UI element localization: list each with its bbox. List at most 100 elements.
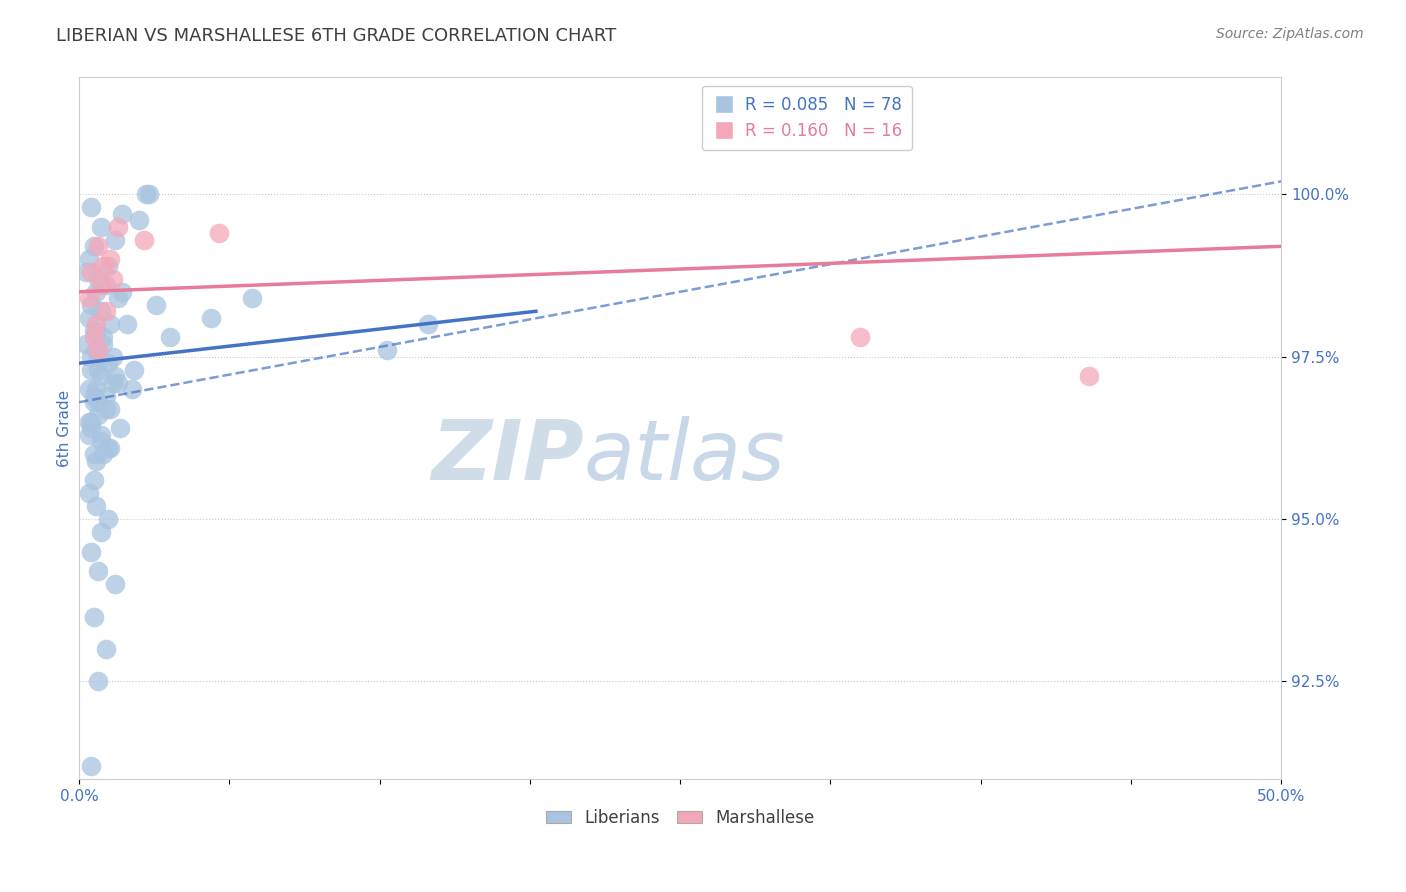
Point: [80, 759, 103, 773]
Point: [124, 362, 146, 376]
Point: [80, 265, 103, 279]
Point: [80, 544, 103, 558]
Point: [91, 330, 114, 344]
Point: [159, 330, 181, 344]
Point: [91, 336, 114, 351]
Point: [97, 259, 120, 273]
Point: [100, 441, 122, 455]
Point: [84, 499, 107, 513]
Point: [83, 330, 105, 344]
Point: [90, 525, 112, 540]
Point: [91, 259, 114, 273]
Point: [121, 382, 143, 396]
Point: [200, 310, 222, 325]
Point: [84, 318, 107, 332]
Point: [1077, 369, 1099, 384]
Point: [94, 389, 117, 403]
Point: [90, 304, 112, 318]
Point: [83, 239, 105, 253]
Point: [83, 609, 105, 624]
Point: [84, 382, 107, 396]
Point: [75, 265, 97, 279]
Point: [94, 642, 117, 657]
Text: Source: ZipAtlas.com: Source: ZipAtlas.com: [1216, 27, 1364, 41]
Point: [80, 350, 103, 364]
Point: [75, 336, 97, 351]
Point: [87, 343, 110, 358]
Point: [87, 674, 110, 689]
Point: [80, 362, 103, 376]
Point: [90, 434, 112, 449]
Point: [77, 291, 100, 305]
Point: [84, 324, 107, 338]
Point: [77, 427, 100, 442]
Point: [87, 362, 110, 376]
Point: [104, 577, 127, 591]
Point: [100, 318, 122, 332]
Point: [94, 304, 117, 318]
Point: [101, 376, 124, 390]
Point: [87, 272, 110, 286]
Point: [84, 285, 107, 299]
Point: [97, 441, 120, 455]
Point: [111, 207, 134, 221]
Text: ZIP: ZIP: [432, 416, 583, 497]
Point: [77, 415, 100, 429]
Point: [83, 395, 105, 409]
Point: [135, 187, 157, 202]
Point: [128, 213, 150, 227]
Point: [101, 272, 124, 286]
Point: [94, 401, 117, 416]
Legend: Liberians, Marshallese: Liberians, Marshallese: [540, 803, 821, 834]
Point: [77, 486, 100, 500]
Point: [240, 291, 263, 305]
Text: atlas: atlas: [583, 416, 786, 497]
Point: [87, 350, 110, 364]
Point: [80, 298, 103, 312]
Point: [80, 415, 103, 429]
Point: [108, 421, 131, 435]
Point: [104, 369, 127, 384]
Point: [77, 382, 100, 396]
Point: [87, 564, 110, 578]
Point: [107, 291, 129, 305]
Point: [90, 427, 112, 442]
Point: [97, 356, 120, 370]
Point: [90, 369, 112, 384]
Point: [90, 219, 112, 234]
Point: [416, 318, 439, 332]
Point: [80, 421, 103, 435]
Point: [87, 239, 110, 253]
Point: [100, 252, 122, 267]
Point: [107, 219, 129, 234]
Point: [107, 376, 129, 390]
Point: [87, 408, 110, 422]
Point: [145, 298, 167, 312]
Point: [87, 395, 110, 409]
Point: [84, 343, 107, 358]
Point: [80, 200, 103, 214]
Point: [91, 447, 114, 461]
Point: [111, 285, 134, 299]
Point: [97, 512, 120, 526]
Point: [83, 473, 105, 487]
Point: [207, 227, 229, 241]
Point: [849, 330, 872, 344]
Point: [83, 447, 105, 461]
Y-axis label: 6th Grade: 6th Grade: [58, 390, 72, 467]
Point: [94, 278, 117, 293]
Point: [83, 324, 105, 338]
Point: [77, 252, 100, 267]
Point: [115, 318, 138, 332]
Point: [77, 310, 100, 325]
Text: LIBERIAN VS MARSHALLESE 6TH GRADE CORRELATION CHART: LIBERIAN VS MARSHALLESE 6TH GRADE CORREL…: [56, 27, 616, 45]
Point: [90, 278, 112, 293]
Point: [132, 233, 155, 247]
Point: [84, 453, 107, 467]
Point: [375, 343, 398, 358]
Point: [83, 389, 105, 403]
Point: [101, 350, 124, 364]
Point: [100, 401, 122, 416]
Point: [138, 187, 160, 202]
Point: [104, 233, 127, 247]
